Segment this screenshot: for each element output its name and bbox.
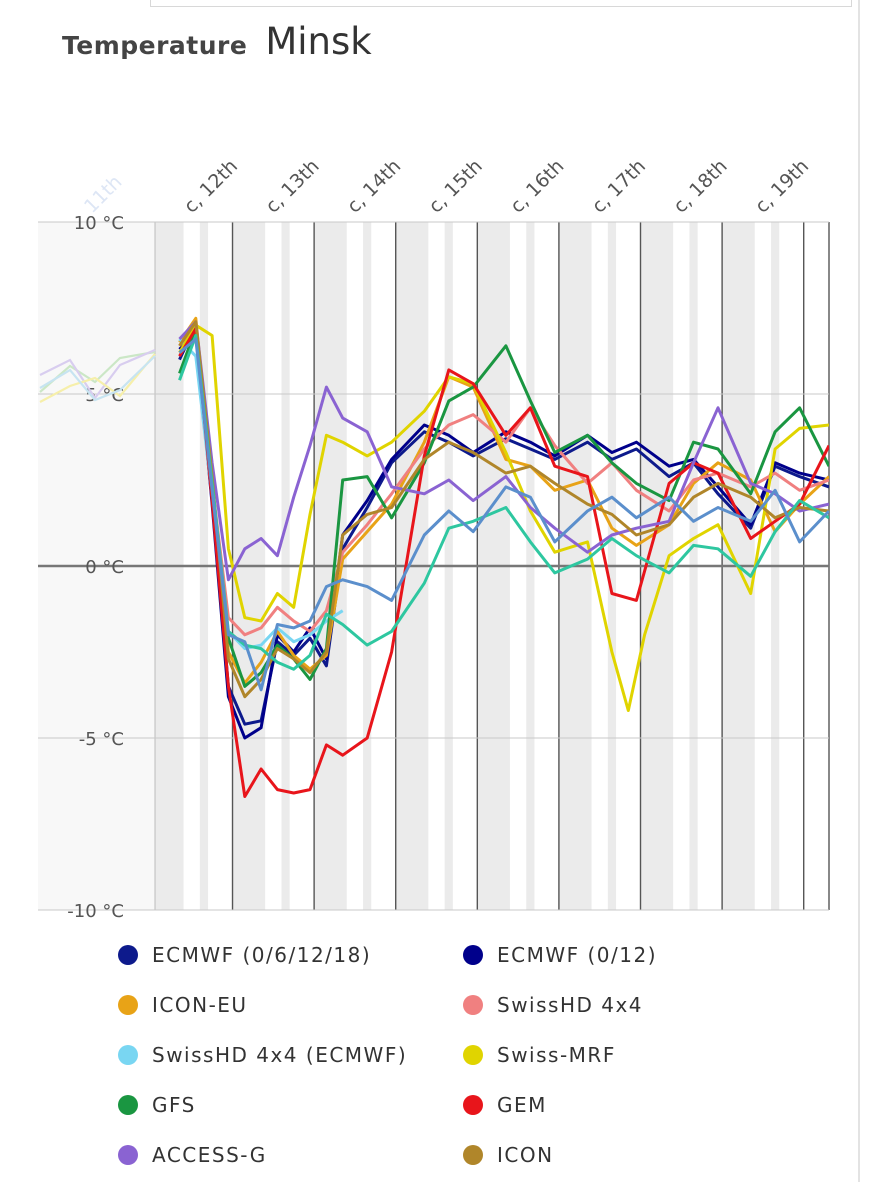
legend-label: ICON-EU — [152, 993, 248, 1017]
series-line — [178, 320, 829, 699]
chart-legend: ECMWF (0/6/12/18) ECMWF (0/12) ICON-EU Swis… — [118, 940, 738, 1170]
series-line — [178, 320, 829, 582]
legend-item[interactable]: SwissHD 4x4 — [463, 990, 743, 1020]
top-card-edge — [150, 0, 852, 7]
legend-marker — [118, 1045, 138, 1065]
series-line — [178, 337, 829, 692]
x-tick-label: 11th — [80, 171, 126, 217]
legend-marker — [118, 995, 138, 1015]
legend-label: ACCESS-G — [152, 1143, 267, 1167]
series-line — [178, 334, 829, 671]
series-line — [178, 323, 829, 637]
legend-label: GEM — [497, 1093, 547, 1117]
x-tick-label: c, 17th — [588, 160, 650, 218]
x-tick-label: c, 13th — [261, 160, 323, 218]
x-tick-label: c, 14th — [343, 160, 405, 218]
legend-marker — [118, 1095, 138, 1115]
legend-label: GFS — [152, 1093, 196, 1117]
x-tick-label: c, 16th — [506, 160, 568, 218]
history-line — [39, 348, 156, 400]
history-line — [39, 355, 156, 402]
legend-label: ECMWF (0/6/12/18) — [152, 943, 372, 967]
y-tick-label: 0 °C — [85, 557, 124, 578]
legend-item[interactable]: ACCESS-G — [118, 1140, 463, 1170]
series-line — [178, 327, 829, 798]
right-panel-edge — [858, 0, 860, 1182]
legend-marker — [463, 995, 483, 1015]
legend-marker — [463, 1095, 483, 1115]
legend-item[interactable]: SwissHD 4x4 (ECMWF) — [118, 1040, 463, 1070]
x-tick-label: c, 12th — [180, 160, 242, 218]
title-city: Minsk — [265, 20, 372, 63]
y-tick-label: 10 °C — [74, 213, 124, 234]
chart-title: Temperature Minsk — [62, 20, 372, 63]
title-label: Temperature — [62, 31, 248, 60]
legend-label: ICON — [497, 1143, 554, 1167]
y-tick-label: -10 °C — [67, 901, 124, 922]
series-line — [178, 330, 829, 740]
series-line — [178, 323, 829, 712]
legend-item[interactable]: ECMWF (0/6/12/18) — [118, 940, 463, 970]
y-tick-label: -5 °C — [79, 729, 124, 750]
legend-item[interactable]: ECMWF (0/12) — [463, 940, 743, 970]
legend-label: Swiss-MRF — [497, 1043, 616, 1067]
legend-label: SwissHD 4x4 (ECMWF) — [152, 1043, 408, 1067]
legend-marker — [463, 1145, 483, 1165]
legend-marker — [118, 1145, 138, 1165]
legend-item[interactable]: GEM — [463, 1090, 743, 1120]
legend-label: ECMWF (0/12) — [497, 943, 658, 967]
legend-marker — [463, 945, 483, 965]
legend-item[interactable]: ICON-EU — [118, 990, 463, 1020]
history-line — [39, 350, 156, 393]
x-tick-label: c, 18th — [669, 160, 731, 218]
legend-item[interactable]: Swiss-MRF — [463, 1040, 743, 1070]
x-tick-label: c, 15th — [424, 160, 486, 218]
legend-marker — [463, 1045, 483, 1065]
history-line — [39, 353, 156, 403]
legend-item[interactable]: GFS — [118, 1090, 463, 1120]
legend-marker — [118, 945, 138, 965]
legend-label: SwissHD 4x4 — [497, 993, 644, 1017]
legend-item[interactable]: ICON — [463, 1140, 743, 1170]
x-tick-label: c, 19th — [751, 160, 813, 218]
